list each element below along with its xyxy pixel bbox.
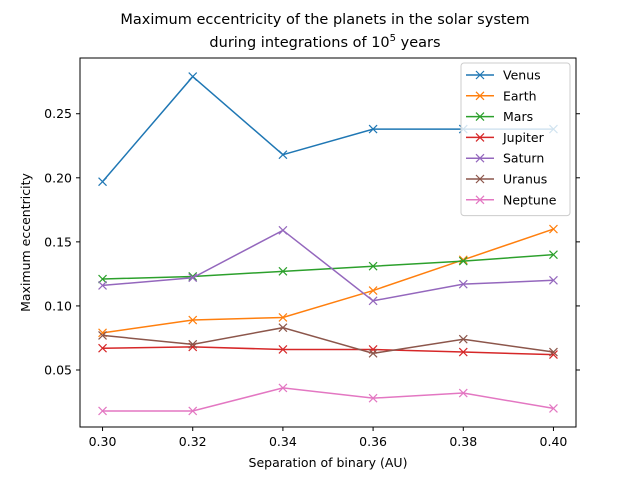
legend-marker-saturn xyxy=(475,153,485,163)
legend-label-venus: Venus xyxy=(503,68,541,83)
y-tick-label: 0.05 xyxy=(44,362,72,377)
axes-frame xyxy=(79,57,577,428)
legend-label-mars: Mars xyxy=(503,109,533,124)
data-point-venus xyxy=(368,124,378,134)
chart-title-exponent: 5 xyxy=(390,33,396,44)
legend-entry-jupiter: Jupiter xyxy=(466,130,545,145)
series-line-saturn xyxy=(102,229,554,302)
x-axis-label: Separation of binary (AU) xyxy=(249,455,408,470)
y-axis-ticks: 0.05 0.10 0.15 0.20 0.25 xyxy=(44,106,580,377)
data-point-venus xyxy=(278,150,288,160)
data-point-uranus xyxy=(98,330,107,340)
data-point-earth xyxy=(549,224,558,234)
data-point-jupiter xyxy=(98,343,107,353)
data-point-mars xyxy=(188,272,198,281)
data-point-saturn xyxy=(458,279,468,289)
legend-entry-neptune: Neptune xyxy=(466,192,557,207)
data-point-saturn xyxy=(98,280,107,290)
x-tick-label: 0.34 xyxy=(269,434,297,449)
x-tick-label: 0.32 xyxy=(179,434,207,449)
data-point-neptune xyxy=(458,388,468,398)
legend-label-neptune: Neptune xyxy=(503,192,557,207)
y-tick-label: 0.20 xyxy=(44,170,72,185)
data-point-mars xyxy=(368,261,378,271)
series-saturn xyxy=(98,225,558,306)
legend: Venus Earth Mars Jupiter Saturn Uranus Neptune xyxy=(460,62,571,217)
data-point-earth xyxy=(458,255,468,265)
y-tick-label: 0.10 xyxy=(44,298,72,313)
data-point-uranus xyxy=(188,339,198,349)
data-point-saturn xyxy=(368,296,378,306)
data-point-uranus xyxy=(368,348,378,358)
legend-label-earth: Earth xyxy=(503,88,537,103)
legend-marker-uranus xyxy=(475,174,485,184)
legend-marker-jupiter xyxy=(475,132,485,142)
y-axis-label: Maximum eccentricity xyxy=(18,173,33,312)
data-point-jupiter xyxy=(278,345,288,354)
x-tick-label: 0.30 xyxy=(89,434,117,449)
chart-title-prefix: during integrations of 10 xyxy=(209,35,389,51)
legend-entry-earth: Earth xyxy=(466,88,537,103)
legend-entry-venus: Venus xyxy=(466,68,541,83)
data-point-jupiter xyxy=(458,347,468,357)
data-point-mars xyxy=(98,274,107,284)
series-jupiter xyxy=(98,342,558,360)
legend-label-saturn: Saturn xyxy=(503,151,544,166)
chart-title-line1: Maximum eccentricity of the planets in t… xyxy=(120,12,529,28)
legend-marker-neptune xyxy=(475,195,485,205)
data-point-neptune xyxy=(368,393,378,403)
x-axis-ticks: 0.30 0.32 0.34 0.36 0.38 0.40 xyxy=(89,427,568,449)
data-point-uranus xyxy=(278,323,288,333)
series-line-earth xyxy=(102,228,554,334)
data-point-neptune xyxy=(98,406,107,416)
series-earth xyxy=(98,224,558,338)
legend-marker-venus xyxy=(475,70,485,80)
chart-title-line2: during integrations of 105 years xyxy=(209,33,440,51)
legend-marker-earth xyxy=(475,91,485,101)
series-neptune xyxy=(98,383,558,416)
x-tick-label: 0.38 xyxy=(449,434,477,449)
legend-entry-saturn: Saturn xyxy=(466,151,544,166)
legend-entry-mars: Mars xyxy=(466,109,533,124)
data-point-mars xyxy=(278,266,288,276)
series-line-jupiter xyxy=(102,346,554,356)
legend-marker-mars xyxy=(475,112,485,122)
data-point-neptune xyxy=(549,403,558,413)
data-point-neptune xyxy=(188,406,198,416)
series-line-uranus xyxy=(102,326,554,355)
series-line-neptune xyxy=(102,387,554,412)
data-point-uranus xyxy=(549,347,558,357)
data-point-mars xyxy=(458,256,468,266)
y-tick-label: 0.15 xyxy=(44,234,72,249)
data-point-uranus xyxy=(458,334,468,344)
legend-label-jupiter: Jupiter xyxy=(502,130,545,145)
data-point-earth xyxy=(278,313,288,322)
series-line-mars xyxy=(102,253,554,280)
legend-entry-uranus: Uranus xyxy=(466,172,547,187)
legend-label-uranus: Uranus xyxy=(503,172,547,187)
data-point-venus xyxy=(188,72,198,82)
data-point-saturn xyxy=(549,275,558,285)
x-tick-label: 0.40 xyxy=(540,434,568,449)
series-mars xyxy=(98,250,558,284)
chart-title-suffix: years xyxy=(396,35,441,51)
data-point-earth xyxy=(188,315,198,325)
data-point-neptune xyxy=(278,383,288,393)
legend-box xyxy=(460,62,571,217)
data-point-earth xyxy=(368,286,378,295)
series-uranus xyxy=(98,323,558,358)
data-point-venus xyxy=(98,177,107,187)
data-point-saturn xyxy=(188,273,198,283)
y-tick-label: 0.25 xyxy=(44,106,72,121)
x-tick-label: 0.36 xyxy=(359,434,387,449)
data-point-mars xyxy=(549,250,558,260)
data-point-saturn xyxy=(278,225,288,235)
